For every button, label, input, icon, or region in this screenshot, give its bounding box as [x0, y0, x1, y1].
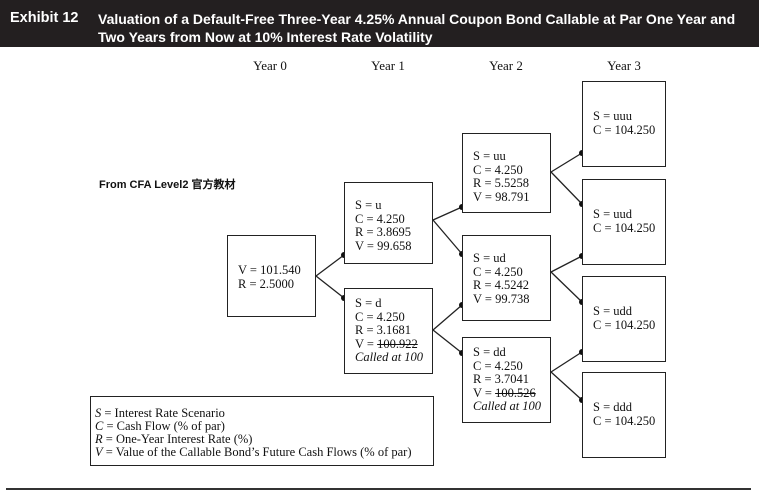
legend-symbol: R: [95, 432, 103, 446]
node-dd: S = dd C = 4.250 R = 3.7041 V = 100.526 …: [462, 337, 551, 423]
legend-symbol: V: [95, 445, 103, 459]
edge-uu-uud: [550, 171, 583, 205]
node-d-cashflow: C = 4.250: [355, 309, 405, 324]
node-u-cashflow: C = 4.250: [355, 211, 405, 226]
node-d-value-struck: 100.922: [377, 336, 418, 351]
node-ddd: S = ddd C = 104.250: [582, 372, 666, 458]
exhibit-label: Exhibit 12: [10, 10, 79, 26]
node-uuu-cashflow: C = 104.250: [593, 122, 656, 137]
node-dd-scenario: S = dd: [473, 345, 506, 359]
source-note: From CFA Level2 官方教材: [99, 179, 236, 191]
node-d-value: V = 100.922: [355, 336, 432, 352]
edge-dd-ddd: [550, 371, 583, 401]
column-label-year-2: Year 2: [489, 58, 523, 73]
node-dd-value-struck: 100.526: [495, 385, 536, 400]
node-u-scenario: S = u: [355, 198, 382, 212]
node-uuu-scenario: S = uuu: [593, 109, 633, 123]
legend-symbol: C: [95, 419, 104, 433]
node-dd-value-prefix: V =: [473, 385, 496, 400]
node-uu-scenario: S = uu: [473, 149, 506, 163]
node-d: S = d C = 4.250 R = 3.1681 V = 100.922 C…: [344, 288, 433, 374]
node-ud-value: V = 99.738: [473, 291, 530, 306]
node-u: S = u C = 4.250 R = 3.8695 V = 99.658: [344, 182, 433, 264]
node-ud-scenario: S = ud: [473, 251, 506, 265]
node-dd-rate: R = 3.7041: [473, 372, 530, 386]
legend-symbol: S: [95, 406, 102, 420]
legend-item-v: V = Value of the Callable Bond’s Future …: [95, 446, 433, 459]
edge-uu-uuu: [550, 152, 583, 173]
node-udd-cashflow: C = 104.250: [593, 317, 656, 332]
legend-text: = Interest Rate Scenario: [101, 406, 225, 420]
node-d-value-prefix: V =: [355, 336, 378, 351]
column-label-year-1: Year 1: [371, 58, 405, 73]
node-ud: S = ud C = 4.250 R = 4.5242 V = 99.738: [462, 235, 551, 321]
node-dd-value: V = 100.526: [473, 385, 550, 401]
legend-box: S = Interest Rate Scenario C = Cash Flow…: [90, 396, 434, 466]
node-d-scenario: S = d: [355, 296, 382, 310]
node-u-rate: R = 3.8695: [355, 225, 412, 239]
node-dd-called: Called at 100: [473, 399, 542, 413]
node-uu-value: V = 98.791: [473, 189, 530, 204]
legend-item-r: R = One-Year Interest Rate (%): [95, 433, 433, 446]
node-root-value: V = 101.540: [238, 263, 301, 277]
column-label-year-3: Year 3: [607, 58, 641, 73]
node-d-called: Called at 100: [355, 350, 424, 364]
legend-item-c: C = Cash Flow (% of par): [95, 420, 433, 433]
node-uud-cashflow: C = 104.250: [593, 220, 656, 235]
node-uu-cashflow: C = 4.250: [473, 162, 523, 177]
node-root-rate: R = 2.5000: [238, 276, 295, 291]
node-uud: S = uud C = 104.250: [582, 179, 666, 265]
edge-u-ud: [432, 219, 463, 255]
node-udd: S = udd C = 104.250: [582, 276, 666, 362]
node-ud-cashflow: C = 4.250: [473, 264, 523, 279]
node-udd-scenario: S = udd: [593, 304, 633, 318]
exhibit-header: Exhibit 12 Valuation of a Default-Free T…: [0, 0, 759, 47]
node-ddd-scenario: S = ddd: [593, 400, 633, 414]
edge-u-uu: [432, 206, 463, 221]
exhibit-title: Valuation of a Default-Free Three-Year 4…: [98, 11, 736, 45]
legend-item-s: S = Interest Rate Scenario: [95, 407, 433, 420]
edge-d-dd: [432, 329, 463, 354]
node-u-value: V = 99.658: [355, 238, 412, 253]
bottom-rule: [6, 488, 751, 490]
edge-root-d: [315, 275, 345, 299]
node-uu: S = uu C = 4.250 R = 5.5258 V = 98.791: [462, 133, 551, 213]
edge-ud-udd: [550, 271, 583, 303]
node-ddd-cashflow: C = 104.250: [593, 413, 656, 428]
edge-d-ud: [432, 304, 463, 331]
node-dd-cashflow: C = 4.250: [473, 358, 523, 373]
column-label-year-0: Year 0: [253, 58, 287, 73]
node-uud-scenario: S = uud: [593, 207, 633, 221]
legend-text: = Value of the Callable Bond’s Future Ca…: [102, 445, 412, 459]
edge-dd-udd: [550, 351, 583, 373]
node-d-rate: R = 3.1681: [355, 323, 412, 337]
node-uuu: S = uuu C = 104.250: [582, 81, 666, 167]
node-root: V = 101.540 R = 2.5000: [227, 235, 316, 317]
edge-ud-uud: [550, 255, 583, 273]
node-ud-rate: R = 4.5242: [473, 278, 530, 292]
legend-text: = Cash Flow (% of par): [103, 419, 225, 433]
node-uu-rate: R = 5.5258: [473, 176, 530, 190]
edge-root-u: [315, 254, 345, 277]
legend-text: = One-Year Interest Rate (%): [102, 432, 253, 446]
